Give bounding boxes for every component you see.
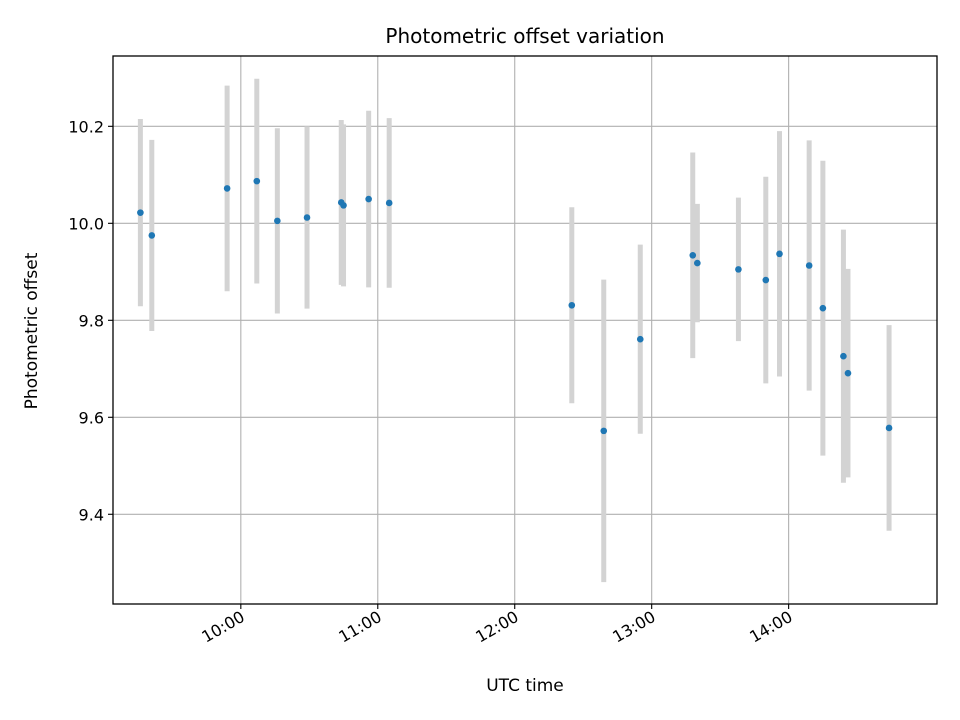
data-point — [694, 259, 701, 267]
data-point — [253, 177, 261, 185]
data-point — [137, 209, 144, 216]
x-tick-label: 13:00 — [609, 607, 658, 647]
data-point — [776, 250, 783, 258]
data-point — [385, 199, 393, 207]
data-point — [885, 424, 893, 432]
x-tick-label: 10:00 — [198, 607, 247, 647]
ticks: 10:00 11:00 12:00 13:00 14:00 9.4 9.6 9.8 10.0 10… — [68, 117, 795, 646]
data-point — [223, 185, 231, 192]
data-point — [762, 276, 770, 284]
data-point — [840, 352, 847, 360]
y-tick-label: 9.4 — [79, 505, 104, 524]
x-tick-label: 14:00 — [746, 607, 795, 647]
x-axis-label: UTC time — [486, 676, 564, 696]
data-point — [600, 427, 608, 435]
data-point — [148, 232, 156, 239]
plot-frame — [112, 55, 938, 605]
y-tick-label: 9.8 — [79, 311, 104, 330]
y-tick-label: 10.0 — [68, 214, 104, 233]
grid — [113, 56, 937, 604]
chart-title: Photometric offset variation — [385, 24, 664, 48]
x-tick-label: 11:00 — [335, 607, 384, 647]
data-point — [568, 301, 576, 309]
data-point — [274, 217, 281, 225]
data-point — [805, 262, 813, 269]
x-tick-label: 12:00 — [472, 607, 521, 647]
data-point — [819, 304, 827, 312]
y-axis-label: Photometric offset — [22, 252, 42, 409]
data-point — [689, 252, 697, 259]
data-point — [636, 335, 644, 343]
data-points — [137, 177, 893, 435]
data-point — [340, 202, 347, 209]
y-tick-label: 10.2 — [68, 117, 104, 136]
y-tick-label: 9.6 — [79, 408, 104, 427]
data-point — [844, 369, 852, 377]
data-point — [303, 214, 311, 221]
data-point — [365, 195, 372, 203]
data-point — [735, 266, 742, 273]
